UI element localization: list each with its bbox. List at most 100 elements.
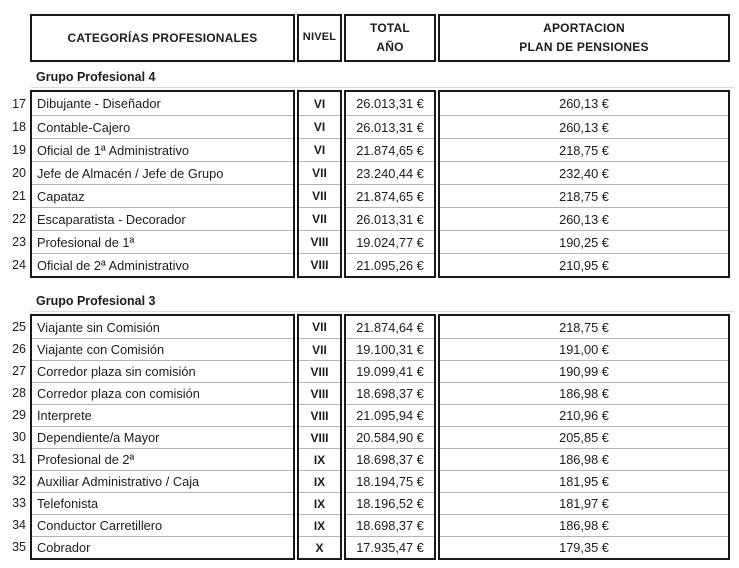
category-cell: Interprete — [32, 404, 293, 426]
category-cell: Jefe de Almacén / Jefe de Grupo — [32, 161, 293, 184]
category-cell: Dependiente/a Mayor — [32, 426, 293, 448]
column-header-total-line2: AÑO — [376, 40, 404, 54]
column-header-contribution: APORTACION PLAN DE PENSIONES — [438, 14, 730, 62]
category-cell: Cobrador — [32, 536, 293, 558]
row-number: 24 — [12, 257, 26, 272]
contribution-amount-cell: 218,75 € — [440, 184, 728, 207]
row-number-gutter: 17 18 19 20 21 22 23 24 — [4, 90, 30, 278]
total-column: 26.013,31 €26.013,31 €21.874,65 €23.240,… — [344, 90, 436, 278]
contribution-amount-cell: 218,75 € — [440, 138, 728, 161]
category-cell: Auxiliar Administrativo / Caja — [32, 470, 293, 492]
row-number: 30 — [12, 430, 26, 444]
level-cell: VII — [299, 338, 340, 360]
total-amount-cell: 18.194,75 € — [346, 470, 434, 492]
level-cell: VII — [299, 184, 340, 207]
contribution-amount-cell: 218,75 € — [559, 319, 609, 335]
row-number: 35 — [12, 540, 26, 554]
contribution-amount-cell: 260,13 € — [559, 96, 609, 111]
column-header-total: TOTAL AÑO — [344, 14, 436, 62]
category-cell: Corredor plaza sin comisión — [32, 360, 293, 382]
professional-group: Grupo Profesional 3 25 26 27 28 29 30 31 32 33 34… — [4, 292, 739, 560]
category-cell: Viajante con Comisión — [32, 338, 293, 360]
group-table-columns: Dibujante - Diseñador Contable-Cajero Ofic… — [30, 90, 730, 278]
row-number: 21 — [12, 188, 26, 203]
level-cell: IX — [299, 470, 340, 492]
category-cell: Viajante sin Comisión — [37, 319, 160, 335]
contribution-amount-cell: 232,40 € — [440, 161, 728, 184]
total-amount-cell: 18.698,37 € — [346, 514, 434, 536]
categories-column: Dibujante - Diseñador Contable-Cajero Ofic… — [30, 90, 295, 278]
row-number: 31 — [12, 452, 26, 466]
row-number: 28 — [12, 386, 26, 400]
row-number: 26 — [12, 342, 26, 356]
total-amount-cell: 23.240,44 € — [346, 161, 434, 184]
level-cell: VI — [313, 96, 326, 111]
total-column: 21.874,64 €19.100,31 €19.099,41 €18.698,… — [344, 314, 436, 560]
contribution-amount-cell: 181,97 € — [440, 492, 728, 514]
level-column: VI VI VI VII VII VII VIII VIII — [297, 90, 342, 278]
column-header-level-label: NIVEL — [302, 31, 337, 44]
row-number: 34 — [12, 518, 26, 532]
row-number: 33 — [12, 496, 26, 510]
total-amount-cell: 17.935,47 € — [346, 536, 434, 558]
total-amount-cell: 19.024,77 € — [346, 230, 434, 253]
row-number: 22 — [12, 211, 26, 226]
level-cell: VII — [299, 161, 340, 184]
total-amount-cell: 21.095,94 € — [346, 404, 434, 426]
category-cell: Corredor plaza con comisión — [32, 382, 293, 404]
total-amount-cell: 19.100,31 € — [346, 338, 434, 360]
category-cell: Oficial de 2ª Administrativo — [32, 253, 293, 276]
level-cell: VIII — [299, 404, 340, 426]
total-amount-cell: 21.095,26 € — [346, 253, 434, 276]
total-amount-cell: 26.013,31 € — [346, 207, 434, 230]
level-cell: VII — [299, 207, 340, 230]
level-cell: X — [299, 536, 340, 558]
level-cell: VIII — [299, 230, 340, 253]
row-number: 32 — [12, 474, 26, 488]
contribution-amount-cell: 205,85 € — [440, 426, 728, 448]
contribution-amount-cell: 260,13 € — [440, 207, 728, 230]
level-cell: VI — [299, 115, 340, 138]
category-cell: Escaparatista - Decorador — [32, 207, 293, 230]
category-cell: Contable-Cajero — [32, 115, 293, 138]
table-header-row: CATEGORÍAS PROFESIONALES NIVEL TOTAL AÑO… — [30, 14, 739, 62]
group-title: Grupo Profesional 3 — [31, 292, 734, 312]
row-number: 17 — [12, 96, 26, 111]
total-amount-cell: 20.584,90 € — [346, 426, 434, 448]
row-number: 20 — [12, 165, 26, 180]
contribution-amount-cell: 210,96 € — [440, 404, 728, 426]
level-cell: VIII — [299, 360, 340, 382]
column-header-categories: CATEGORÍAS PROFESIONALES — [30, 14, 295, 62]
category-cell: Telefonista — [32, 492, 293, 514]
category-cell: Capataz — [32, 184, 293, 207]
total-amount-cell: 18.698,37 € — [346, 382, 434, 404]
level-cell: IX — [299, 514, 340, 536]
contribution-amount-cell: 190,25 € — [440, 230, 728, 253]
contribution-column: 260,13 €260,13 €218,75 €232,40 €218,75 €… — [438, 90, 730, 278]
contribution-amount-cell: 179,35 € — [440, 536, 728, 558]
group-title: Grupo Profesional 4 — [31, 68, 734, 88]
category-cell: Oficial de 1ª Administrativo — [32, 138, 293, 161]
level-cell: IX — [299, 448, 340, 470]
row-number-gutter: 25 26 27 28 29 30 31 32 33 34 35 — [4, 314, 30, 560]
total-amount-cell: 18.698,37 € — [346, 448, 434, 470]
category-cell: Profesional de 1ª — [32, 230, 293, 253]
contribution-column: 218,75 €191,00 €190,99 €186,98 €210,96 €… — [438, 314, 730, 560]
total-amount-cell: 18.196,52 € — [346, 492, 434, 514]
row-number: 25 — [12, 320, 26, 334]
level-column: VII VII VIII VIII VIII VIII IX IX IX IX X — [297, 314, 342, 560]
contribution-amount-cell: 210,95 € — [440, 253, 728, 276]
level-cell: VIII — [299, 253, 340, 276]
level-cell: VIII — [299, 426, 340, 448]
total-amount-cell: 26.013,31 € — [346, 115, 434, 138]
contribution-amount-cell: 186,98 € — [440, 514, 728, 536]
column-header-total-line1: TOTAL — [370, 21, 410, 36]
group-table-columns: Viajante sin Comisión Viajante con Comisi… — [30, 314, 730, 560]
group-table: 17 18 19 20 21 22 23 24 Dibujante - Diseñador Co… — [4, 90, 739, 278]
column-header-categories-label: CATEGORÍAS PROFESIONALES — [67, 30, 258, 45]
column-header-contribution-line2: PLAN DE PENSIONES — [519, 40, 649, 54]
level-cell: VIII — [299, 382, 340, 404]
level-cell: VI — [299, 138, 340, 161]
professional-groups: Grupo Profesional 4 17 18 19 20 21 22 23 24 Dib… — [4, 68, 739, 560]
total-amount-cell: 21.874,65 € — [346, 138, 434, 161]
